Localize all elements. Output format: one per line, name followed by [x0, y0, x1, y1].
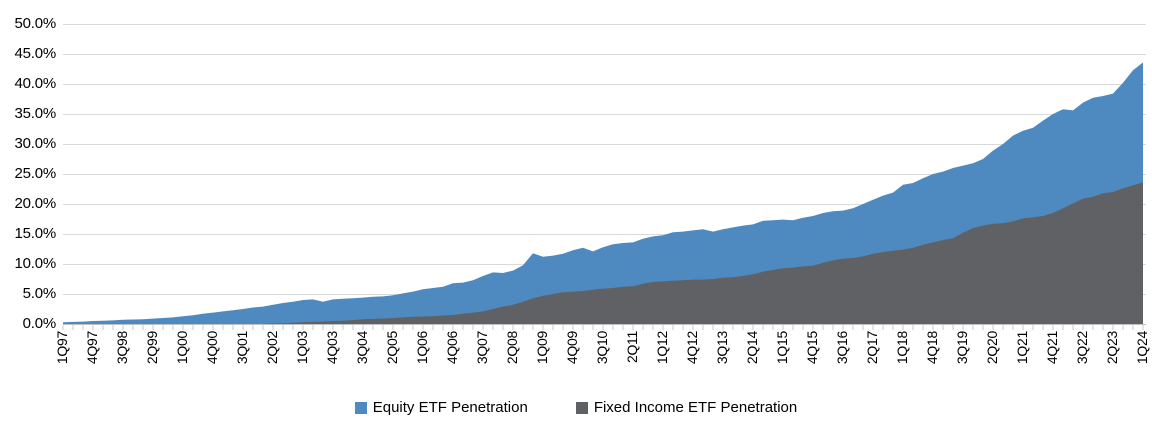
y-axis-label: 45.0%	[14, 45, 56, 62]
x-axis-ticks	[62, 325, 1144, 330]
legend-item-fixed-income: Fixed Income ETF Penetration	[575, 399, 798, 416]
x-axis-label: 4Q06	[444, 331, 460, 365]
y-axis-label: 5.0%	[22, 285, 57, 302]
x-axis-label: 1Q24	[1134, 331, 1150, 365]
y-axis-label: 20.0%	[14, 195, 56, 212]
x-axis-label: 3Q10	[594, 331, 610, 365]
x-axis-label: 4Q03	[324, 331, 340, 365]
legend-item-equity: Equity ETF Penetration	[354, 399, 528, 416]
x-axis-label: 3Q19	[954, 331, 970, 365]
legend: Equity ETF Penetration Fixed Income ETF …	[0, 399, 1152, 416]
x-axis-label: 3Q16	[834, 331, 850, 365]
x-axis-label: 3Q22	[1074, 331, 1090, 365]
y-axis-label: 40.0%	[14, 75, 56, 92]
x-axis-label: 1Q21	[1014, 331, 1030, 365]
x-axis-label: 4Q97	[84, 331, 100, 365]
x-axis-label: 2Q17	[864, 331, 880, 365]
x-axis-label: 4Q12	[684, 331, 700, 365]
y-axis-label: 15.0%	[14, 225, 56, 242]
x-axis-label: 4Q00	[204, 331, 220, 365]
x-axis-label: 2Q11	[624, 331, 640, 364]
legend-swatch-fixed-income	[575, 401, 588, 414]
x-axis-label: 2Q23	[1104, 331, 1120, 365]
x-axis-label: 3Q07	[474, 331, 490, 365]
x-axis-label: 4Q18	[924, 331, 940, 365]
x-axis-label: 1Q15	[774, 331, 790, 365]
x-axis-label: 2Q14	[744, 331, 760, 365]
x-axis-label: 1Q09	[534, 331, 550, 365]
y-axis-label: 50.0%	[14, 15, 56, 32]
y-axis-label: 30.0%	[14, 135, 56, 152]
fixed-income-area-series	[63, 182, 1143, 324]
x-axis-label: 2Q20	[984, 331, 1000, 365]
legend-label-equity: Equity ETF Penetration	[372, 399, 528, 416]
legend-swatch-equity	[354, 401, 367, 414]
x-axis-label: 3Q13	[714, 331, 730, 365]
x-axis-label: 1Q18	[894, 331, 910, 365]
y-axis-label: 10.0%	[14, 255, 56, 272]
x-axis-label: 1Q00	[174, 331, 190, 365]
x-axis-label: 1Q12	[654, 331, 670, 365]
y-axis-label: 25.0%	[14, 165, 56, 182]
x-axis-label: 2Q02	[264, 331, 280, 365]
plot-svg	[62, 24, 1146, 330]
y-axis-label: 0.0%	[22, 315, 57, 332]
legend-label-fixed-income: Fixed Income ETF Penetration	[593, 399, 798, 416]
x-axis-label: 2Q99	[144, 331, 160, 365]
x-axis-label: 3Q04	[354, 331, 370, 365]
x-axis-label: 2Q08	[504, 331, 520, 365]
x-axis-label: 3Q01	[234, 331, 250, 365]
x-axis-label: 1Q03	[294, 331, 310, 365]
x-axis-label: 1Q06	[414, 331, 430, 365]
y-axis-label: 35.0%	[14, 105, 56, 122]
x-axis-label: 4Q09	[564, 331, 580, 365]
x-axis-label: 3Q98	[114, 331, 130, 365]
x-axis-label: 4Q21	[1044, 331, 1060, 365]
x-axis-label: 4Q15	[804, 331, 820, 365]
x-axis-label: 1Q97	[54, 331, 70, 365]
x-axis-label: 2Q05	[384, 331, 400, 365]
